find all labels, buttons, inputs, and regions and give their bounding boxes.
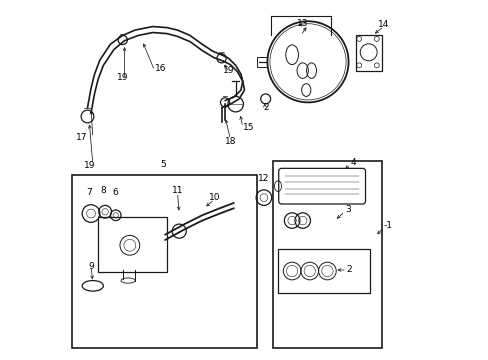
Text: 3: 3 [345, 206, 350, 215]
Text: 16: 16 [154, 64, 166, 73]
Text: 9: 9 [88, 262, 94, 271]
Text: 2: 2 [263, 103, 268, 112]
Text: 10: 10 [208, 193, 220, 202]
Text: 19: 19 [223, 66, 234, 75]
Bar [272, 161, 381, 347]
Text: 19: 19 [83, 161, 95, 170]
Text: 7: 7 [86, 188, 92, 197]
Text: 12: 12 [257, 174, 268, 183]
Text: 18: 18 [224, 137, 236, 146]
Text: 13: 13 [296, 18, 308, 27]
Bar [71, 175, 256, 347]
Text: -1: -1 [383, 221, 392, 230]
Text: 6: 6 [113, 188, 119, 197]
Text: 14: 14 [377, 20, 389, 29]
Text: 2: 2 [346, 265, 352, 274]
Text: 8: 8 [101, 186, 106, 195]
Bar [355, 35, 381, 71]
Text: 17: 17 [76, 133, 87, 142]
Bar [256, 57, 267, 67]
Text: 4: 4 [349, 158, 355, 167]
Text: 11: 11 [171, 186, 183, 195]
Text: 5: 5 [160, 159, 166, 168]
Text: 19: 19 [117, 73, 128, 82]
Text: 15: 15 [242, 122, 254, 131]
